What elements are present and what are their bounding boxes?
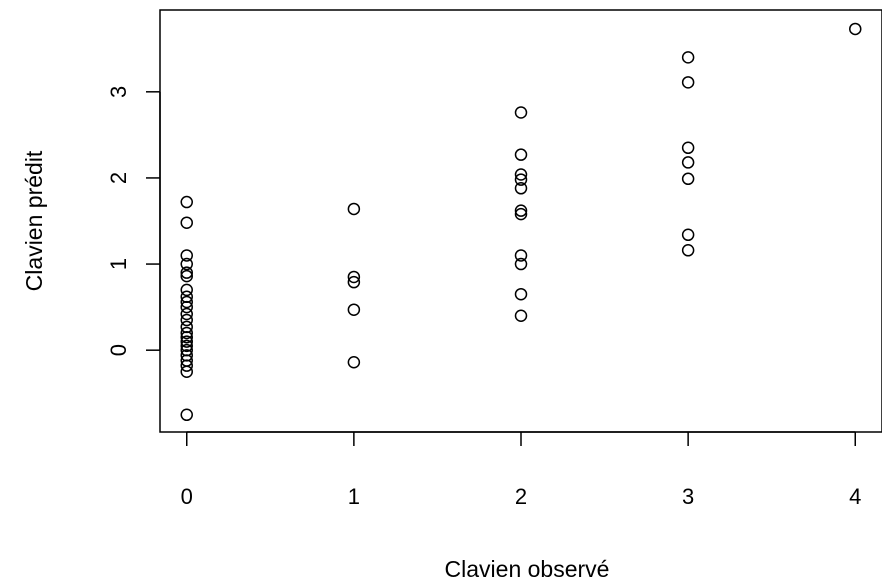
y-tick-label: 3 [106, 86, 131, 98]
x-axis-title: Clavien observé [445, 556, 610, 582]
data-point [514, 182, 528, 195]
data-point [681, 76, 695, 89]
data-point [180, 269, 193, 283]
data-point [180, 307, 193, 321]
data-point [514, 257, 528, 271]
x-tick-label: 3 [682, 484, 694, 509]
data-point [681, 244, 695, 257]
data-point [180, 266, 193, 279]
y-axis-title: Clavien prédit [21, 150, 47, 291]
data-point [180, 216, 193, 229]
data-point [180, 249, 193, 262]
data-point [180, 339, 193, 353]
data-point [180, 290, 193, 304]
data-point [180, 326, 193, 340]
x-axis: 0 1 2 3 4 [181, 431, 861, 509]
data-point [180, 313, 193, 327]
data-point [681, 141, 695, 155]
data-point [681, 51, 695, 64]
data-point [514, 204, 528, 217]
data-point [347, 202, 361, 216]
data-point [180, 343, 193, 357]
data-point [347, 275, 361, 289]
data-point [681, 172, 695, 186]
data-point [514, 173, 528, 186]
data-point [180, 283, 193, 297]
data-points [180, 22, 862, 422]
data-point [514, 148, 528, 161]
y-axis: 0 1 2 3 [106, 86, 161, 356]
data-point [180, 257, 193, 271]
data-point [514, 309, 528, 322]
data-point [849, 22, 862, 36]
y-tick-label: 1 [106, 258, 131, 270]
data-point [681, 156, 695, 169]
plot-frame [159, 9, 882, 433]
x-tick-label: 2 [515, 484, 527, 509]
data-point [514, 207, 528, 221]
x-tick-label: 0 [181, 484, 193, 509]
data-point [347, 303, 361, 316]
x-tick-label: 4 [849, 484, 861, 509]
data-point [347, 270, 361, 284]
data-point [180, 335, 193, 348]
data-point [514, 287, 528, 301]
y-tick-label: 2 [106, 172, 131, 184]
x-tick-label: 1 [348, 484, 360, 509]
data-point [514, 249, 528, 262]
data-point [514, 168, 528, 181]
data-point [347, 355, 361, 369]
data-point [180, 295, 193, 309]
y-tick-label: 0 [106, 344, 131, 356]
data-point [180, 349, 193, 362]
data-point [180, 408, 193, 422]
data-point [514, 106, 528, 119]
data-point [681, 228, 695, 242]
data-point [180, 320, 193, 334]
data-point [180, 195, 193, 209]
